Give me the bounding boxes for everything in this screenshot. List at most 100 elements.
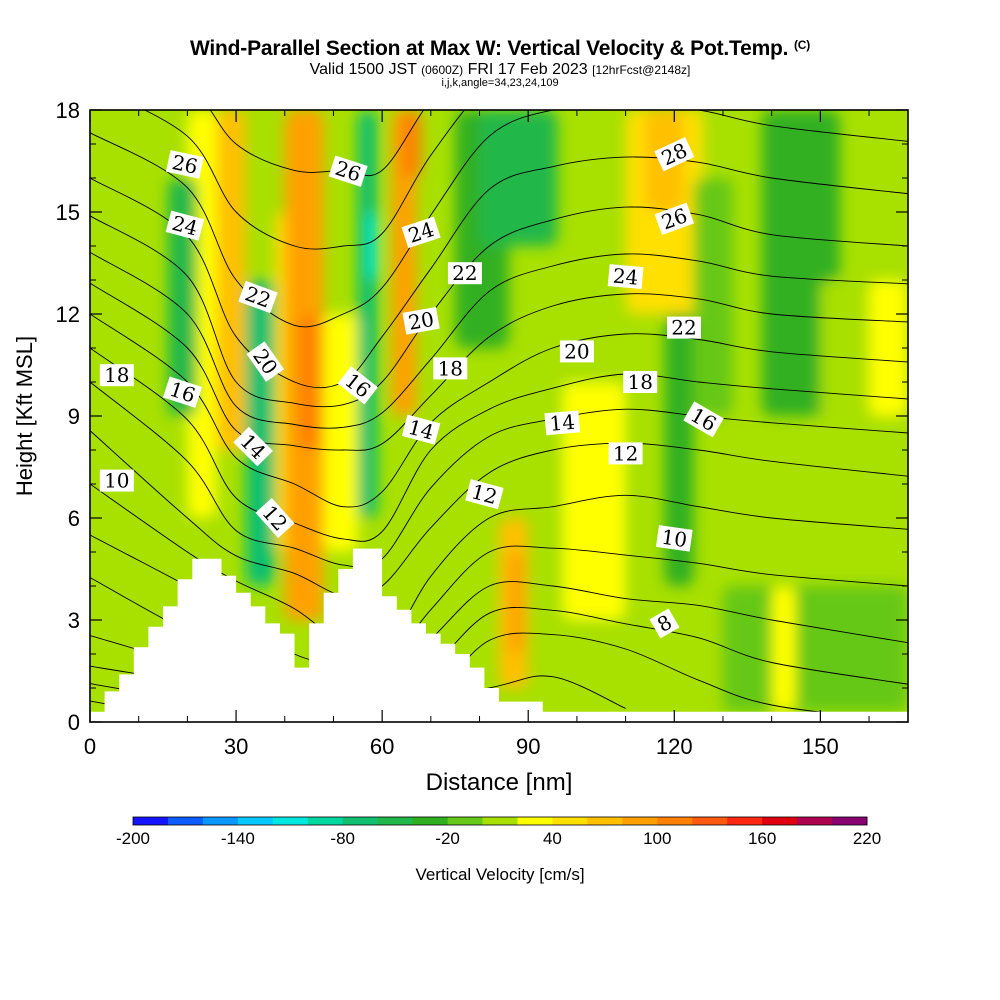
colorbar-swatch	[622, 817, 658, 825]
contour-label-box	[401, 414, 441, 445]
contour-label-text: 14	[549, 410, 576, 436]
contour-label-box	[649, 608, 680, 639]
colorbar-tick-label: 160	[748, 829, 776, 848]
colorbar-swatch	[657, 817, 693, 825]
contour-label-text: 22	[671, 316, 696, 340]
contour-label: 8	[649, 608, 680, 639]
velocity-region	[323, 314, 358, 552]
colorbar-swatch	[237, 817, 274, 825]
colorbar-swatch	[412, 817, 449, 825]
contour-label: 22	[667, 316, 701, 340]
colorbar-swatch	[482, 817, 518, 825]
y-tick-label: 12	[56, 302, 80, 327]
contour-label-box	[99, 364, 134, 387]
contour-label: 10	[655, 525, 693, 552]
contour-label-box	[165, 150, 204, 179]
velocity-region	[508, 552, 524, 654]
colorbar-swatch	[342, 817, 379, 825]
velocity-region	[299, 314, 319, 450]
contour-label-text: 18	[627, 370, 652, 394]
contour-label: 22	[447, 261, 482, 285]
velocity-region	[367, 212, 378, 280]
theta-contour-22	[90, 0, 908, 2]
theta-contour-21	[90, 0, 908, 53]
contour-label-box	[433, 357, 468, 380]
colorbar-swatch	[797, 817, 833, 825]
colorbar-tick-label: -20	[435, 829, 460, 848]
x-tick-label: 60	[370, 734, 394, 759]
contour-label: 18	[433, 356, 468, 380]
contour-label-text: 18	[438, 356, 463, 380]
velocity-region	[722, 586, 908, 712]
chart-subtitle: Valid 1500 JST (0600Z) FRI 17 Feb 2023 […	[0, 61, 1000, 79]
contour-label-box	[162, 376, 203, 408]
contour-label-box	[655, 525, 693, 552]
contour-label-box	[246, 341, 285, 382]
theta-contour-16	[90, 156, 908, 389]
colorbar-swatch	[447, 817, 484, 825]
contour-label: 14	[544, 410, 581, 436]
contour-label-box	[654, 202, 695, 235]
contour-label-text: 10	[660, 525, 689, 552]
velocity-region	[479, 110, 558, 246]
theta-contour-11	[90, 347, 908, 542]
y-tick-label: 0	[68, 710, 80, 735]
valid-time: Valid 1500 JST	[309, 61, 417, 78]
contour-label: 18	[623, 370, 658, 394]
x-tick-label: 150	[802, 734, 839, 759]
contour-label-box	[165, 210, 205, 241]
contour-label: 26	[165, 150, 204, 179]
y-tick-label: 6	[68, 506, 80, 531]
contour-label-box	[337, 366, 378, 405]
contour-label: 20	[559, 339, 594, 363]
contour-label-box	[402, 307, 440, 335]
contour-label-text: 10	[104, 469, 129, 493]
axes: 0 30 60 90 120 150 0 3 6 9 12 15 18 Distance [nm] Heig…	[12, 98, 908, 796]
contour-label-box	[623, 371, 658, 393]
colorbar-swatch	[727, 817, 763, 825]
chart-title: Wind-Parallel Section at Max W: Vertical…	[0, 37, 1000, 61]
x-tick-label: 120	[656, 734, 693, 759]
valid-date: FRI 17 Feb 2023	[467, 61, 588, 78]
theta-contour-20	[90, 0, 908, 104]
contour-label-text: 20	[406, 307, 435, 335]
theta-contour-18	[143, 110, 466, 250]
y-tick-label: 15	[56, 200, 80, 225]
colorbar-tick-label: 220	[853, 829, 881, 848]
colorbar-label: Vertical Velocity [cm/s]	[415, 865, 584, 884]
x-tick-label: 0	[84, 734, 96, 759]
contour-label: 24	[607, 264, 644, 290]
contour-label: 12	[608, 441, 643, 465]
colorbar-swatch	[587, 817, 623, 825]
colorbar-swatch	[202, 817, 239, 825]
contour-label: 18	[99, 363, 134, 387]
contour-label-box	[401, 216, 441, 249]
contour-label-box	[654, 137, 695, 172]
contour-label-box	[667, 316, 701, 339]
colorbar-swatch	[377, 817, 414, 825]
y-tick-label: 9	[68, 404, 80, 429]
contour-label-text: 24	[612, 264, 639, 290]
colorbar: -200 -140 -80 -20 40 100 160 220 Vertical Veloci…	[116, 816, 881, 884]
contour-label-box	[328, 155, 368, 187]
contour-label: 10	[99, 469, 134, 493]
contour-label-box	[238, 280, 278, 314]
contour-label-box	[559, 340, 594, 363]
contour-label-text: 12	[613, 441, 638, 465]
theta-contour-17	[90, 110, 908, 328]
colorbar-swatch	[133, 817, 169, 825]
terrain	[90, 548, 908, 722]
colorbar-tick-label: 40	[543, 829, 562, 848]
x-tick-label: 90	[516, 734, 540, 759]
colorbar-swatch	[517, 817, 553, 825]
colorbar-tick-label: -140	[221, 829, 255, 848]
contour-label-text: 22	[452, 261, 477, 285]
terrain-silhouette	[90, 548, 908, 722]
theta-contour-9	[90, 430, 908, 598]
contour-label-box	[255, 498, 295, 538]
velocity-region	[216, 110, 246, 450]
colorbar-swatch	[307, 817, 344, 825]
colorbar-tick-label: -200	[116, 829, 150, 848]
velocity-region	[562, 382, 626, 620]
contour-label-box	[683, 401, 724, 438]
